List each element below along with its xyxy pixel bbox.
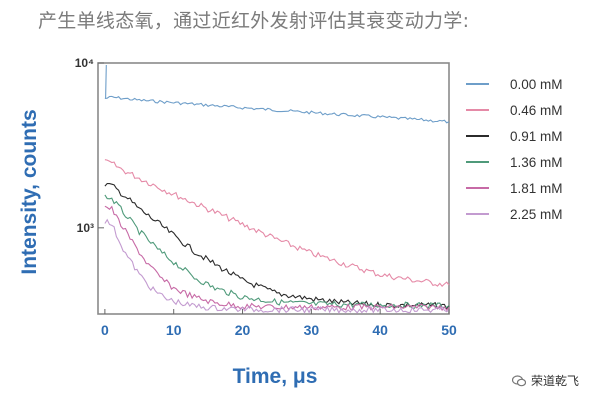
legend-label: 0.91 mM [510,129,563,144]
legend-label: 1.81 mM [510,181,563,196]
series-line-2 [104,159,450,288]
watermark: 荣道乾飞 [512,372,579,389]
x-tick-label: 40 [372,322,388,338]
plot-area [97,62,450,315]
x-tick-label: 0 [101,322,109,338]
watermark-text: 荣道乾飞 [531,374,580,388]
legend-label: 0.46 mM [510,103,563,118]
x-tick-label: 50 [441,322,457,338]
series-line-6 [104,218,450,314]
legend-label: 0.00 mM [510,77,563,92]
series-line-1 [104,64,450,124]
series-line-4 [104,194,450,309]
y-axis-label: Intensity, counts [18,109,41,274]
legend-label: 2.25 mM [510,207,563,222]
x-tick-label: 20 [235,322,251,338]
x-tick-label: 10 [166,322,182,338]
page-heading: 产生单线态氧，通过近红外发射评估其衰变动力学: [38,10,470,32]
y-tick-label: 10⁴ [75,56,94,70]
y-tick-label: 10³ [77,221,94,235]
wechat-icon [512,374,526,386]
legend-label: 1.36 mM [510,155,563,170]
series-line-5 [104,205,450,312]
x-axis-label: Time, μs [233,365,318,388]
x-tick-label: 30 [304,322,320,338]
